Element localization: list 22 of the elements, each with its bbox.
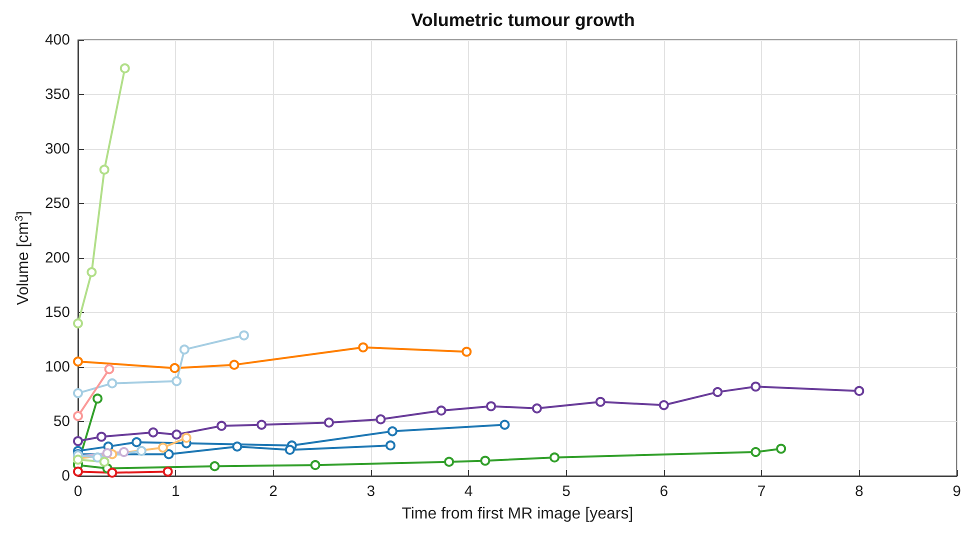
x-tick-label: 2 — [269, 483, 278, 500]
y-tick-label: 250 — [44, 195, 70, 212]
x-axis-title: Time from first MR image [years] — [402, 506, 634, 522]
x-tick-label: 4 — [464, 483, 473, 500]
x-tick-label: 3 — [366, 483, 376, 500]
y-tick-label: 400 — [44, 32, 70, 48]
y-tick-label: 0 — [62, 468, 70, 484]
y-tick-label: 50 — [53, 413, 70, 430]
x-tick-label: 1 — [171, 483, 180, 500]
x-tick-label: 6 — [660, 483, 668, 500]
y-tick-label: 200 — [44, 250, 70, 266]
x-tick-label: 8 — [855, 483, 864, 500]
x-tick-label: 5 — [562, 483, 570, 500]
y-tick-label: 350 — [44, 86, 70, 103]
x-tick-label: 7 — [757, 483, 766, 500]
y-tick-label: 150 — [44, 304, 70, 321]
x-tick-label: 9 — [952, 483, 961, 500]
chart-title: Volumetric tumour growth — [411, 10, 635, 30]
y-tick-label: 100 — [44, 358, 70, 376]
y-axis-title: Volume [cm3] — [14, 210, 32, 306]
y-tick-label: 300 — [44, 140, 70, 158]
x-tick-label: 0 — [74, 483, 82, 500]
